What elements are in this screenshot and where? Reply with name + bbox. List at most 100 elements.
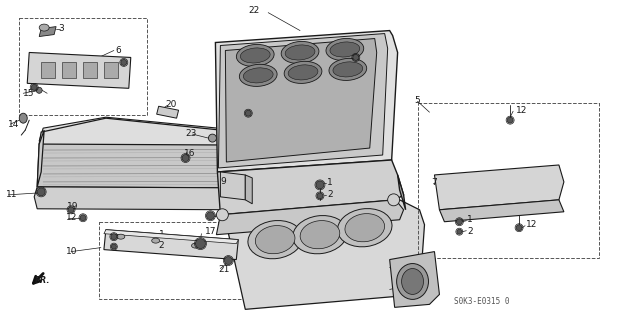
Ellipse shape bbox=[191, 243, 199, 248]
Bar bbox=[104, 62, 118, 78]
Ellipse shape bbox=[224, 257, 232, 265]
Polygon shape bbox=[238, 145, 243, 200]
Bar bbox=[19, 18, 147, 115]
Text: 11: 11 bbox=[6, 190, 18, 199]
Ellipse shape bbox=[388, 194, 399, 206]
Text: 17: 17 bbox=[204, 227, 216, 236]
Polygon shape bbox=[39, 118, 240, 158]
Text: 20: 20 bbox=[166, 100, 177, 109]
Ellipse shape bbox=[326, 38, 364, 60]
Text: 2: 2 bbox=[468, 227, 473, 236]
Text: 22: 22 bbox=[248, 6, 260, 15]
Polygon shape bbox=[245, 175, 252, 204]
Ellipse shape bbox=[152, 238, 160, 243]
Polygon shape bbox=[39, 117, 242, 154]
Text: 12: 12 bbox=[526, 220, 537, 229]
Text: 3: 3 bbox=[58, 24, 64, 33]
Text: 1: 1 bbox=[327, 179, 333, 188]
Polygon shape bbox=[156, 106, 179, 118]
Ellipse shape bbox=[68, 207, 74, 213]
Ellipse shape bbox=[345, 214, 384, 242]
Text: 21: 21 bbox=[219, 265, 230, 274]
Ellipse shape bbox=[196, 239, 206, 249]
Ellipse shape bbox=[239, 64, 277, 86]
Bar bbox=[417, 103, 599, 258]
Ellipse shape bbox=[397, 264, 428, 300]
Ellipse shape bbox=[300, 220, 340, 249]
Ellipse shape bbox=[39, 24, 49, 31]
Polygon shape bbox=[215, 31, 397, 172]
Text: 12: 12 bbox=[66, 213, 78, 222]
Ellipse shape bbox=[209, 134, 216, 142]
Polygon shape bbox=[220, 172, 245, 200]
Polygon shape bbox=[104, 230, 238, 260]
Polygon shape bbox=[27, 52, 131, 88]
Text: 13: 13 bbox=[216, 211, 228, 220]
Text: 10: 10 bbox=[66, 247, 78, 256]
Bar bbox=[83, 62, 97, 78]
Ellipse shape bbox=[121, 60, 127, 65]
Ellipse shape bbox=[456, 219, 463, 225]
Ellipse shape bbox=[288, 65, 318, 80]
Ellipse shape bbox=[316, 181, 324, 189]
Ellipse shape bbox=[402, 268, 424, 294]
Text: 5: 5 bbox=[415, 96, 420, 105]
Polygon shape bbox=[389, 252, 440, 307]
Ellipse shape bbox=[111, 244, 116, 249]
Ellipse shape bbox=[206, 212, 214, 220]
Polygon shape bbox=[216, 200, 404, 235]
Text: 15: 15 bbox=[23, 89, 35, 98]
Text: S0K3-E0315 0: S0K3-E0315 0 bbox=[455, 297, 510, 306]
Text: 1: 1 bbox=[158, 230, 165, 239]
Polygon shape bbox=[435, 165, 564, 210]
Polygon shape bbox=[440, 200, 564, 222]
Bar bbox=[41, 62, 55, 78]
Ellipse shape bbox=[292, 216, 347, 254]
Ellipse shape bbox=[240, 48, 270, 63]
Ellipse shape bbox=[317, 193, 323, 199]
Bar bbox=[62, 62, 76, 78]
Polygon shape bbox=[34, 187, 243, 210]
Ellipse shape bbox=[516, 225, 522, 231]
Ellipse shape bbox=[31, 84, 37, 90]
Ellipse shape bbox=[117, 234, 125, 239]
Text: 1: 1 bbox=[468, 215, 473, 224]
Ellipse shape bbox=[237, 44, 274, 67]
Ellipse shape bbox=[353, 54, 359, 60]
Ellipse shape bbox=[111, 234, 117, 240]
Text: 14: 14 bbox=[8, 120, 20, 129]
Polygon shape bbox=[217, 160, 404, 215]
Ellipse shape bbox=[80, 215, 86, 221]
Ellipse shape bbox=[507, 117, 513, 123]
Polygon shape bbox=[37, 144, 240, 188]
Text: 6: 6 bbox=[116, 46, 122, 55]
Ellipse shape bbox=[329, 58, 367, 80]
Text: 2: 2 bbox=[158, 241, 165, 250]
Text: 8: 8 bbox=[237, 107, 243, 116]
Text: FR.: FR. bbox=[35, 276, 51, 285]
Polygon shape bbox=[219, 34, 388, 168]
Text: 7: 7 bbox=[432, 179, 437, 188]
Ellipse shape bbox=[36, 87, 42, 93]
Ellipse shape bbox=[457, 229, 462, 234]
Ellipse shape bbox=[216, 209, 229, 221]
Text: 2: 2 bbox=[327, 190, 333, 199]
Ellipse shape bbox=[37, 188, 45, 196]
Ellipse shape bbox=[248, 220, 302, 259]
Ellipse shape bbox=[338, 209, 392, 247]
Polygon shape bbox=[225, 200, 425, 309]
Ellipse shape bbox=[281, 41, 319, 63]
Ellipse shape bbox=[255, 226, 295, 254]
Text: 12: 12 bbox=[360, 50, 371, 59]
Text: 9: 9 bbox=[220, 177, 226, 187]
Ellipse shape bbox=[182, 155, 189, 162]
Text: 16: 16 bbox=[184, 148, 195, 157]
Ellipse shape bbox=[243, 68, 273, 83]
Ellipse shape bbox=[330, 42, 360, 57]
Ellipse shape bbox=[284, 61, 322, 84]
Polygon shape bbox=[39, 27, 56, 36]
Polygon shape bbox=[397, 175, 406, 210]
Text: 19: 19 bbox=[67, 202, 79, 211]
Polygon shape bbox=[225, 38, 377, 162]
Ellipse shape bbox=[333, 62, 363, 77]
